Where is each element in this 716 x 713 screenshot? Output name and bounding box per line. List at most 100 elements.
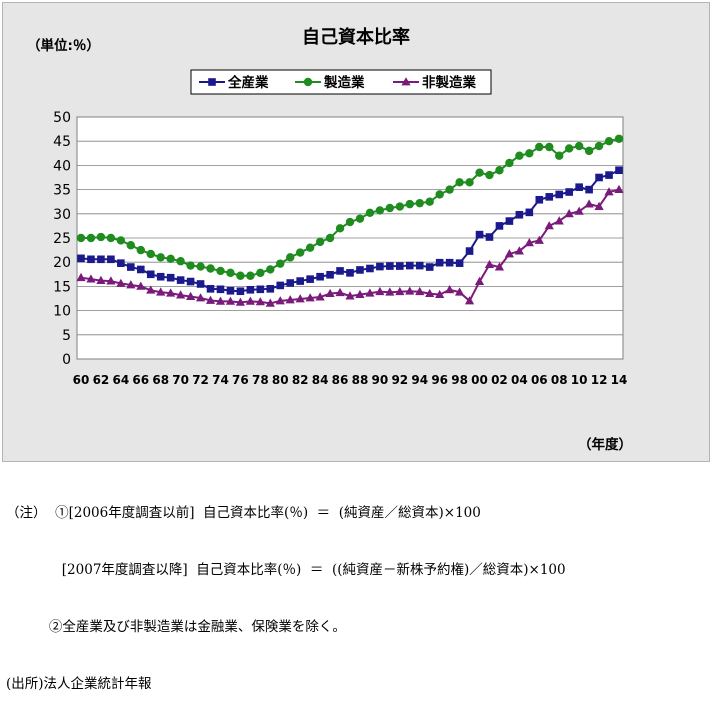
data-point (286, 279, 295, 287)
data-point (256, 268, 265, 278)
data-point (594, 201, 604, 210)
data-point (574, 141, 584, 151)
x-tick-label: 84 (312, 373, 329, 387)
data-point (335, 224, 345, 233)
series-2 (76, 134, 624, 280)
data-point (534, 235, 544, 244)
data-point (525, 149, 534, 158)
x-tick-label: 80 (272, 373, 289, 387)
footnotes: （注） ①[2006年度調査以前] 自己資本比率(％) ＝ (純資産／総資本)×… (6, 466, 566, 713)
data-point (535, 142, 544, 152)
data-point (385, 287, 395, 296)
data-point (266, 285, 275, 293)
data-point (525, 208, 534, 217)
data-point (186, 261, 195, 270)
x-tick-label: 74 (212, 373, 229, 387)
data-point (216, 266, 225, 276)
data-point (295, 294, 305, 303)
data-point (584, 146, 594, 156)
data-point (166, 273, 175, 282)
x-tick-label: 08 (551, 373, 568, 387)
x-tick-label: 10 (571, 373, 588, 387)
data-point (87, 255, 95, 264)
data-point (136, 265, 145, 274)
series-layer (76, 134, 624, 307)
data-point (615, 166, 623, 175)
data-point (76, 233, 86, 243)
data-point (515, 151, 524, 160)
data-point (614, 134, 624, 143)
data-point (454, 287, 465, 296)
data-point (585, 185, 593, 194)
x-axis: 60 62 64 66 68 70 72 74 76 78 80 82 84 86 88 90 92 94 96 98… (73, 373, 628, 387)
data-point (375, 286, 385, 296)
data-point (136, 245, 145, 255)
data-point (345, 217, 355, 227)
x-tick-label: 14 (611, 373, 628, 387)
data-point (564, 144, 574, 153)
x-tick-label: 96 (431, 373, 448, 387)
y-axis: 0 5 10 15 20 25 30 35 40 45 50 (53, 110, 71, 368)
data-point (166, 288, 176, 297)
data-point (604, 137, 614, 146)
y-tick-label: 50 (53, 110, 71, 126)
data-point (495, 222, 504, 230)
x-tick-label: 70 (172, 373, 189, 387)
data-point (485, 170, 494, 180)
data-point (77, 254, 85, 263)
x-tick-label: 64 (113, 373, 130, 387)
y-tick-label: 15 (53, 279, 71, 295)
x-tick-label: 72 (192, 373, 209, 387)
data-point (176, 276, 185, 284)
y-tick-label: 35 (53, 183, 71, 199)
data-point (595, 173, 603, 182)
data-point (395, 286, 405, 296)
data-point (196, 280, 205, 288)
data-point (435, 258, 444, 267)
data-point (475, 230, 484, 239)
data-point (236, 287, 245, 296)
data-point (196, 262, 205, 271)
data-point (295, 248, 305, 257)
legend-label: 非製造業 (422, 74, 476, 91)
data-point (146, 249, 155, 259)
data-point (206, 285, 215, 293)
legend-marker (401, 77, 411, 86)
note-definition-before-2007: （注） ①[2006年度調査以前] 自己資本比率(％) ＝ (純資産／総資本)×… (6, 505, 481, 521)
data-point (435, 289, 445, 299)
data-point (395, 202, 405, 211)
data-point (146, 285, 156, 294)
data-point (565, 188, 573, 196)
data-point (126, 241, 136, 250)
data-point (366, 264, 374, 273)
x-tick-label: 60 (73, 373, 90, 387)
data-point (116, 236, 126, 245)
legend-label: 全産業 (227, 74, 269, 91)
data-point (514, 246, 524, 255)
data-point (484, 259, 495, 269)
data-point (236, 271, 245, 280)
data-point (545, 193, 554, 201)
data-point (465, 247, 474, 255)
data-point (445, 284, 455, 294)
line-chart: 自己資本比率 （単位:％） 全産業 製造業 非製造業 0 5 10 15 20 25 30 35 4… (27, 26, 632, 453)
data-point (76, 272, 86, 282)
legend-label: 製造業 (323, 74, 365, 91)
data-point (246, 271, 255, 280)
x-tick-label: 68 (152, 373, 169, 387)
data-point (176, 290, 186, 299)
data-point (574, 206, 584, 215)
data-point (97, 255, 105, 264)
data-point (376, 262, 384, 271)
chart-title: 自己資本比率 (302, 26, 410, 48)
x-tick-label: 78 (252, 373, 269, 387)
data-point (216, 285, 225, 294)
data-point (504, 249, 515, 258)
data-point (315, 292, 325, 301)
data-point (185, 291, 196, 300)
data-point (435, 190, 444, 199)
data-point (604, 187, 614, 196)
data-point (215, 296, 226, 305)
data-point (355, 289, 365, 299)
y-tick-label: 30 (53, 207, 71, 223)
